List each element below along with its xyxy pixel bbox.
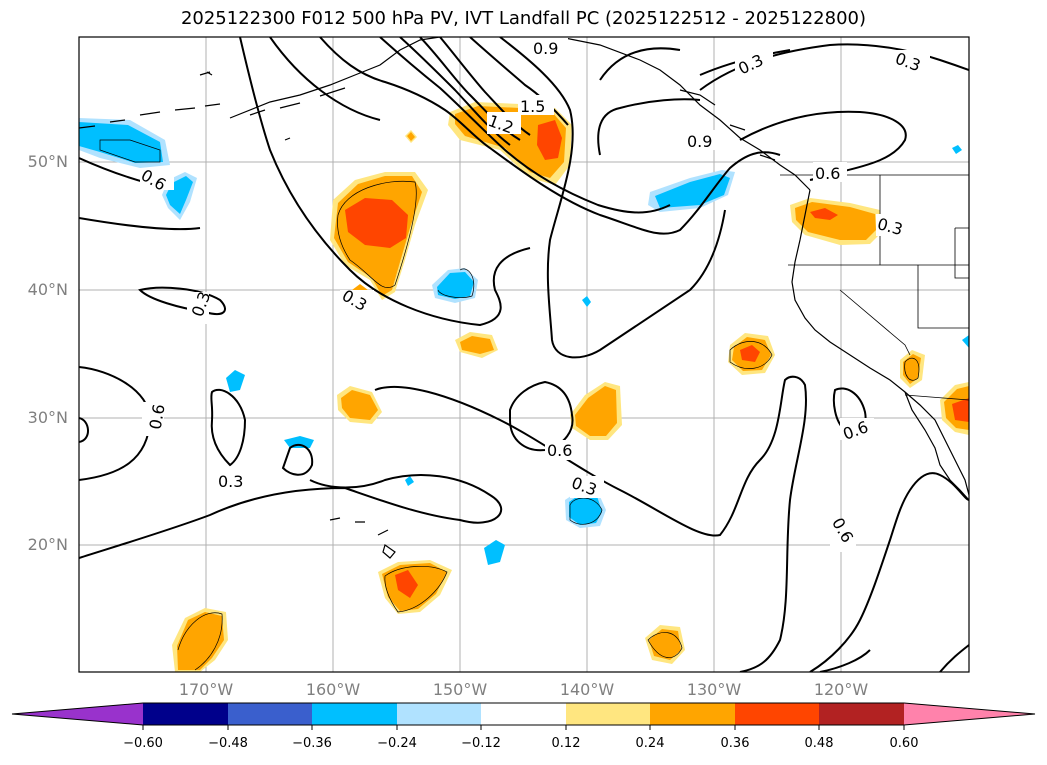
lon-label: 150°W xyxy=(432,680,488,699)
contour-label: 0.6 xyxy=(815,164,840,183)
neg-shade-nw-core xyxy=(79,122,163,163)
anomaly-outlines xyxy=(99,139,920,671)
lat-label: 40°N xyxy=(27,280,68,299)
colorbar-tick-label: −0.60 xyxy=(123,736,163,751)
colorbar xyxy=(11,702,1036,730)
contour-label: 0.3 xyxy=(218,472,243,491)
colorbar-tick-label: 0.60 xyxy=(889,736,919,751)
map-title: 2025122300 F012 500 hPa PV, IVT Landfall… xyxy=(180,8,867,29)
colorbar-tick-label: 0.12 xyxy=(551,736,581,751)
coastlines xyxy=(79,37,969,559)
aleutians xyxy=(79,103,221,129)
colorbar-tick-label: 0.48 xyxy=(804,736,834,751)
colorbar-tick-label: 0.36 xyxy=(720,736,750,751)
neg-shade-19n xyxy=(484,540,505,565)
colorbar-extend-high xyxy=(904,703,1035,725)
lat-label: 20°N xyxy=(27,535,68,554)
colorbar-bin xyxy=(566,703,650,725)
contour-label: 0.6 xyxy=(547,441,572,460)
colorbar-bin xyxy=(397,703,481,725)
neg-shade-26n xyxy=(284,436,314,448)
shaded-anomalies xyxy=(79,102,969,672)
lon-label: 160°W xyxy=(305,680,361,699)
colorbar-bin xyxy=(312,703,397,725)
contour-label: 0.9 xyxy=(533,39,558,58)
colorbar-bin xyxy=(819,703,904,725)
colorbar-bin xyxy=(650,703,735,725)
baja xyxy=(904,391,969,501)
lat-label: 30°N xyxy=(27,408,68,427)
alaska-coast xyxy=(229,37,441,119)
colorbar-tick-label: −0.24 xyxy=(377,736,417,751)
colorbar-bin xyxy=(735,703,819,725)
bc-coast xyxy=(559,37,811,191)
colorbar-tick-label: −0.12 xyxy=(461,736,501,751)
map-frame xyxy=(78,36,970,673)
contour-label-layer: 0.9 0.3 0.3 1.5 1.2 0.9 0.6 0.6 0.3 0.3 … xyxy=(138,37,930,552)
contour-label: 1.5 xyxy=(520,97,545,116)
colorbar-tick-label: −0.36 xyxy=(292,736,332,751)
lat-label: 50°N xyxy=(27,152,68,171)
contour-label: 0.6 xyxy=(146,403,169,431)
colorbar-tick-label: −0.48 xyxy=(208,736,248,751)
colorbar-bin xyxy=(143,703,228,725)
colorbar-tick-label: 0.24 xyxy=(635,736,665,751)
colorbar-bin xyxy=(481,703,566,725)
lon-label: 170°W xyxy=(178,680,234,699)
lon-label: 130°W xyxy=(686,680,742,699)
us-west-coast xyxy=(791,189,969,496)
political-borders xyxy=(780,174,969,401)
colorbar-extend-low xyxy=(12,703,143,725)
lon-label: 120°W xyxy=(813,680,869,699)
hawaii xyxy=(329,517,396,559)
lon-label: 140°W xyxy=(559,680,615,699)
colorbar-bin xyxy=(228,703,312,725)
neg-shade-33n xyxy=(226,370,245,392)
contour-label: 0.9 xyxy=(687,132,712,151)
